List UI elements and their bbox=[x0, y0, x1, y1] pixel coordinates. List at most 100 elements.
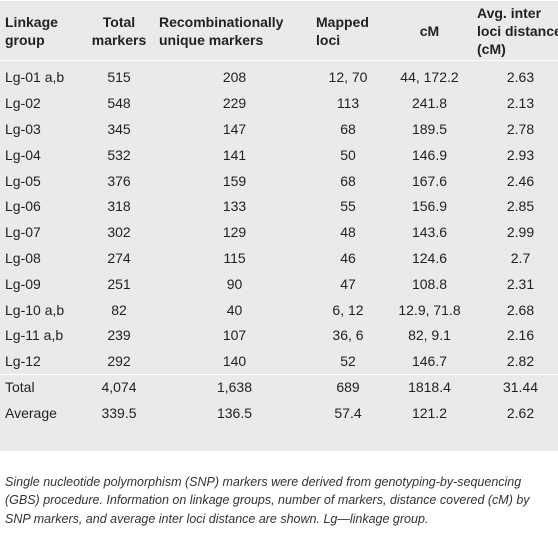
cell-mapped-loci: 68 bbox=[340, 120, 356, 137]
cell-avg-distance: 2.62 bbox=[506, 404, 535, 421]
cell-linkage-group: Lg-05 bbox=[5, 172, 41, 189]
cell-linkage-group: Lg-07 bbox=[5, 224, 41, 241]
cell-linkage-group: Lg-10 a,b bbox=[5, 301, 65, 318]
cell-cm: 108.8 bbox=[411, 275, 448, 292]
cell-cm: 44, 172.2 bbox=[400, 69, 459, 86]
cell-cm: 143.6 bbox=[411, 224, 448, 241]
cell-cm: 156.9 bbox=[411, 198, 448, 215]
cell-cm: 146.7 bbox=[411, 352, 448, 369]
table-row: Lg-04 532 141 50 146.9 2.93 bbox=[0, 142, 558, 168]
cell-total-markers: 82 bbox=[111, 301, 127, 318]
cell-avg-distance: 2.93 bbox=[506, 146, 535, 163]
cell-unique-markers: 159 bbox=[222, 172, 247, 189]
cell-total-markers: 302 bbox=[107, 224, 131, 241]
cell-total-markers: 251 bbox=[107, 275, 131, 292]
cell-cm: 189.5 bbox=[411, 120, 448, 137]
table-row: Lg-11 a,b 239 107 36, 6 82, 9.1 2.16 bbox=[0, 322, 558, 348]
cell-unique-markers: 115 bbox=[223, 249, 246, 266]
cell-linkage-group: Average bbox=[5, 404, 57, 421]
table-header: Linkage group Total markers Recombinatio… bbox=[0, 0, 558, 61]
cell-unique-markers: 129 bbox=[222, 224, 247, 241]
cell-mapped-loci: 6, 12 bbox=[332, 301, 364, 318]
cell-mapped-loci: 689 bbox=[314, 373, 382, 400]
table-body: Lg-01 a,b 515 208 12, 70 44, 172.2 2.63 Lg-02 5… bbox=[0, 61, 558, 426]
table-row: Lg-03 345 147 68 189.5 2.78 bbox=[0, 116, 558, 142]
summary-row: Total 4,074 1,638 689 1818.4 31.44 bbox=[0, 373, 558, 400]
cell-cm: 1818.4 bbox=[382, 373, 477, 400]
cell-avg-distance: 31.44 bbox=[477, 373, 558, 400]
cell-total-markers: 345 bbox=[107, 120, 131, 137]
cell-linkage-group: Lg-11 a,b bbox=[5, 327, 64, 344]
summary-row: Average 339.5 136.5 57.4 121.2 2.62 bbox=[0, 400, 558, 426]
cell-total-markers: 532 bbox=[107, 146, 131, 163]
cell-mapped-loci: 47 bbox=[340, 275, 356, 292]
cell-linkage-group: Lg-08 bbox=[5, 249, 41, 266]
cell-avg-distance: 2.78 bbox=[506, 120, 535, 137]
table-row: Lg-10 a,b 82 40 6, 12 12.9, 71.8 2.68 bbox=[0, 297, 558, 323]
table-row: Lg-01 a,b 515 208 12, 70 44, 172.2 2.63 bbox=[0, 65, 558, 91]
table-row: Lg-05 376 159 68 167.6 2.46 bbox=[0, 168, 558, 194]
cell-cm: 167.6 bbox=[411, 172, 448, 189]
cell-avg-distance: 2.16 bbox=[506, 327, 535, 344]
cell-avg-distance: 2.85 bbox=[506, 198, 535, 215]
cell-linkage-group: Total bbox=[0, 373, 83, 400]
cell-mapped-loci: 12, 70 bbox=[328, 69, 368, 86]
cell-total-markers: 318 bbox=[107, 198, 131, 215]
cell-cm: 82, 9.1 bbox=[408, 327, 451, 344]
cell-mapped-loci: 52 bbox=[340, 352, 356, 369]
cell-total-markers: 4,074 bbox=[83, 373, 155, 400]
cell-linkage-group: Lg-04 bbox=[5, 146, 41, 163]
cell-mapped-loci: 48 bbox=[340, 224, 356, 241]
table-row: Lg-02 548 229 113 241.8 2.13 bbox=[0, 90, 558, 116]
cell-unique-markers: 1,638 bbox=[155, 373, 314, 400]
cell-mapped-loci: 57.4 bbox=[334, 404, 362, 421]
cell-total-markers: 515 bbox=[107, 69, 131, 86]
header-linkage-group: Linkage group bbox=[0, 0, 83, 61]
cell-unique-markers: 90 bbox=[226, 275, 243, 292]
cell-linkage-group: Lg-12 bbox=[5, 352, 41, 369]
cell-avg-distance: 2.99 bbox=[506, 224, 535, 241]
cell-cm: 12.9, 71.8 bbox=[398, 301, 461, 318]
cell-cm: 121.2 bbox=[411, 404, 448, 421]
cell-total-markers: 339.5 bbox=[101, 404, 137, 421]
table-row: Lg-06 318 133 55 156.9 2.85 bbox=[0, 193, 558, 219]
table-row: Lg-07 302 129 48 143.6 2.99 bbox=[0, 219, 558, 245]
cell-linkage-group: Lg-01 a,b bbox=[5, 69, 65, 86]
cell-avg-distance: 2.13 bbox=[506, 95, 535, 112]
cell-avg-distance: 2.68 bbox=[506, 301, 535, 318]
cell-mapped-loci: 113 bbox=[336, 95, 360, 112]
table-row: Lg-12 292 140 52 146.7 2.82 bbox=[0, 348, 558, 374]
cell-unique-markers: 147 bbox=[222, 120, 247, 137]
header-total-markers: Total markers bbox=[83, 0, 155, 61]
cell-avg-distance: 2.31 bbox=[506, 275, 535, 292]
cell-mapped-loci: 46 bbox=[340, 249, 356, 266]
cell-unique-markers: 140 bbox=[222, 352, 247, 369]
table-footnote: Single nucleotide polymorphism (SNP) mar… bbox=[5, 474, 530, 526]
cell-mapped-loci: 50 bbox=[340, 146, 356, 163]
cell-total-markers: 274 bbox=[107, 249, 131, 266]
cell-avg-distance: 2.63 bbox=[506, 69, 535, 86]
cell-mapped-loci: 36, 6 bbox=[332, 327, 364, 344]
cell-linkage-group: Lg-02 bbox=[5, 95, 41, 112]
cell-unique-markers: 107 bbox=[222, 327, 247, 344]
header-mapped-loci: Mapped loci bbox=[314, 0, 382, 61]
header-unique-markers: Recombinationally unique markers bbox=[155, 0, 314, 61]
cell-avg-distance: 2.82 bbox=[506, 352, 535, 369]
cell-avg-distance: 2.7 bbox=[510, 249, 531, 266]
cell-cm: 241.8 bbox=[411, 95, 448, 112]
linkage-group-table: Linkage group Total markers Recombinatio… bbox=[0, 0, 558, 426]
cell-cm: 124.6 bbox=[411, 249, 448, 266]
cell-unique-markers: 229 bbox=[222, 95, 247, 112]
cell-total-markers: 292 bbox=[107, 352, 131, 369]
cell-mapped-loci: 68 bbox=[340, 172, 356, 189]
cell-total-markers: 548 bbox=[107, 95, 131, 112]
table-row: Lg-08 274 115 46 124.6 2.7 bbox=[0, 245, 558, 271]
data-table-container: Linkage group Total markers Recombinatio… bbox=[0, 0, 558, 451]
cell-total-markers: 239 bbox=[107, 327, 131, 344]
header-cm: cM bbox=[382, 0, 477, 61]
cell-unique-markers: 208 bbox=[222, 69, 247, 86]
cell-unique-markers: 136.5 bbox=[216, 404, 253, 421]
cell-unique-markers: 133 bbox=[222, 198, 247, 215]
cell-linkage-group: Lg-09 bbox=[5, 275, 41, 292]
cell-total-markers: 376 bbox=[107, 172, 131, 189]
